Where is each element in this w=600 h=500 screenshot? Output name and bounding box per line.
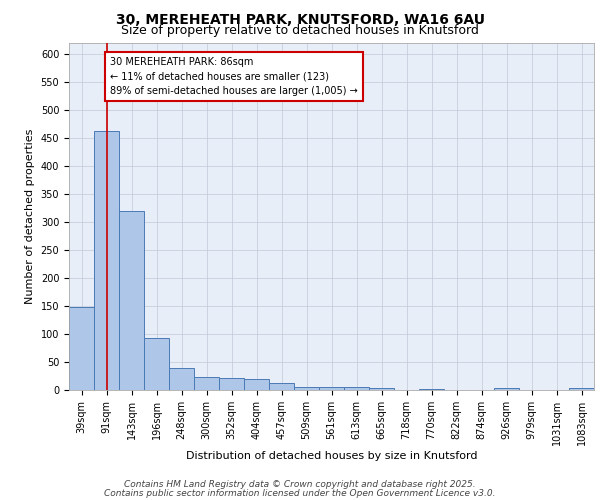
Text: 30, MEREHEATH PARK, KNUTSFORD, WA16 6AU: 30, MEREHEATH PARK, KNUTSFORD, WA16 6AU bbox=[115, 12, 485, 26]
Text: 30 MEREHEATH PARK: 86sqm
← 11% of detached houses are smaller (123)
89% of semi-: 30 MEREHEATH PARK: 86sqm ← 11% of detach… bbox=[110, 56, 358, 96]
Bar bbox=[69, 307, 94, 390]
Bar bbox=[319, 387, 344, 390]
Bar bbox=[194, 377, 219, 390]
Bar bbox=[244, 379, 269, 390]
X-axis label: Distribution of detached houses by size in Knutsford: Distribution of detached houses by size … bbox=[186, 450, 477, 460]
Bar bbox=[119, 210, 144, 390]
Bar bbox=[569, 388, 594, 390]
Bar bbox=[269, 384, 294, 390]
Text: Contains HM Land Registry data © Crown copyright and database right 2025.: Contains HM Land Registry data © Crown c… bbox=[124, 480, 476, 489]
Bar bbox=[169, 368, 194, 390]
Text: Size of property relative to detached houses in Knutsford: Size of property relative to detached ho… bbox=[121, 24, 479, 37]
Bar bbox=[369, 388, 394, 390]
Bar bbox=[494, 388, 519, 390]
Bar bbox=[294, 386, 319, 390]
Y-axis label: Number of detached properties: Number of detached properties bbox=[25, 128, 35, 304]
Bar bbox=[144, 338, 169, 390]
Text: Contains public sector information licensed under the Open Government Licence v3: Contains public sector information licen… bbox=[104, 488, 496, 498]
Bar bbox=[219, 378, 244, 390]
Bar bbox=[344, 387, 369, 390]
Bar bbox=[94, 131, 119, 390]
